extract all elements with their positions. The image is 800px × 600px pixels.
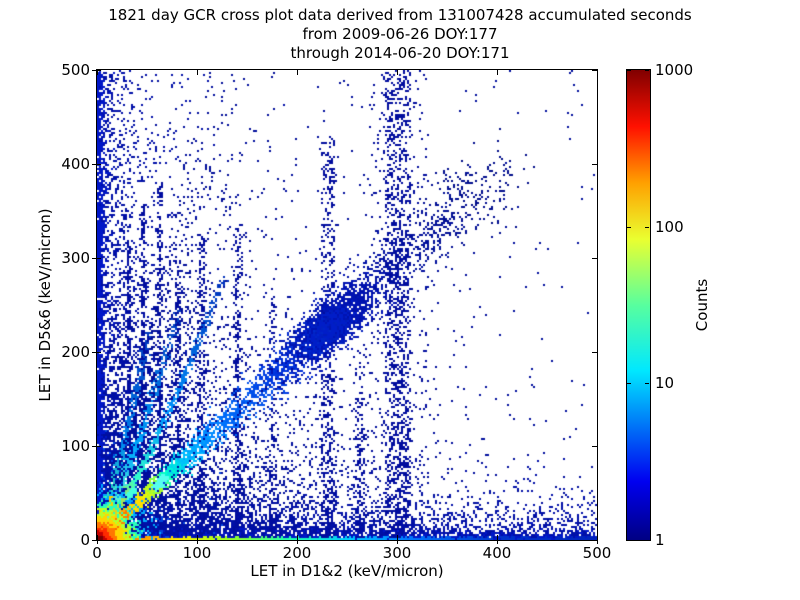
y-tick-right — [592, 70, 597, 71]
x-tick-top — [397, 70, 398, 75]
colorbar-tick — [627, 70, 631, 71]
colorbar-tick-label: 1 — [655, 531, 665, 549]
y-tick — [92, 352, 101, 353]
x-tick-label: 0 — [92, 544, 102, 562]
x-tick-top — [297, 70, 298, 75]
colorbar — [626, 69, 651, 541]
y-tick-label: 300 — [61, 249, 90, 267]
y-tick-right — [592, 540, 597, 541]
colorbar-tick-label: 1000 — [655, 61, 694, 79]
colorbar-tick-label: 10 — [655, 374, 675, 393]
plot-area — [96, 69, 598, 541]
y-tick-label: 400 — [61, 155, 90, 173]
y-tick-label: 500 — [61, 61, 90, 79]
x-tick-top — [197, 70, 198, 75]
colorbar-tick — [627, 540, 631, 541]
y-tick — [92, 164, 101, 165]
x-tick-label: 500 — [582, 544, 612, 562]
x-tick-top — [597, 70, 598, 75]
x-tick-label: 300 — [382, 544, 412, 562]
y-tick-right — [592, 352, 597, 353]
chart-title-line2: from 2009-06-26 DOY:177 — [302, 25, 498, 43]
y-tick-right — [592, 164, 597, 165]
colorbar-tick-right — [645, 226, 649, 228]
y-tick-right — [592, 446, 597, 447]
colorbar-tick-right — [645, 540, 649, 541]
x-tick-top — [497, 70, 498, 75]
y-tick — [92, 70, 101, 71]
colorbar-tick-right — [645, 383, 649, 385]
chart-title-line3: through 2014-06-20 DOY:171 — [290, 44, 510, 62]
x-tick-label: 100 — [182, 544, 212, 562]
x-tick — [97, 535, 98, 544]
colorbar-tick-label: 100 — [655, 217, 684, 236]
x-tick — [297, 535, 298, 544]
cross-plot-canvas — [97, 70, 597, 540]
x-tick-label: 400 — [482, 544, 512, 562]
x-tick — [397, 535, 398, 544]
y-tick-label: 0 — [80, 531, 90, 549]
y-tick-label: 200 — [61, 343, 90, 361]
x-tick — [497, 535, 498, 544]
colorbar-tick — [627, 226, 631, 228]
colorbar-tick — [627, 383, 631, 385]
y-axis-label: LET in D5&6 (keV/micron) — [36, 208, 54, 402]
x-tick-label: 200 — [282, 544, 312, 562]
x-tick-top — [97, 70, 98, 75]
y-tick-right — [592, 258, 597, 259]
colorbar-tick-right — [645, 70, 649, 71]
x-tick — [597, 535, 598, 544]
y-tick — [92, 540, 101, 541]
y-tick — [92, 258, 101, 259]
x-axis-label: LET in D1&2 (keV/micron) — [250, 562, 444, 580]
y-tick — [92, 446, 101, 447]
y-tick-label: 100 — [61, 437, 90, 455]
colorbar-label: Counts — [693, 278, 711, 332]
chart-title: 1821 day GCR cross plot data derived fro… — [0, 6, 800, 63]
x-tick — [197, 535, 198, 544]
chart-title-line1: 1821 day GCR cross plot data derived fro… — [108, 6, 692, 24]
